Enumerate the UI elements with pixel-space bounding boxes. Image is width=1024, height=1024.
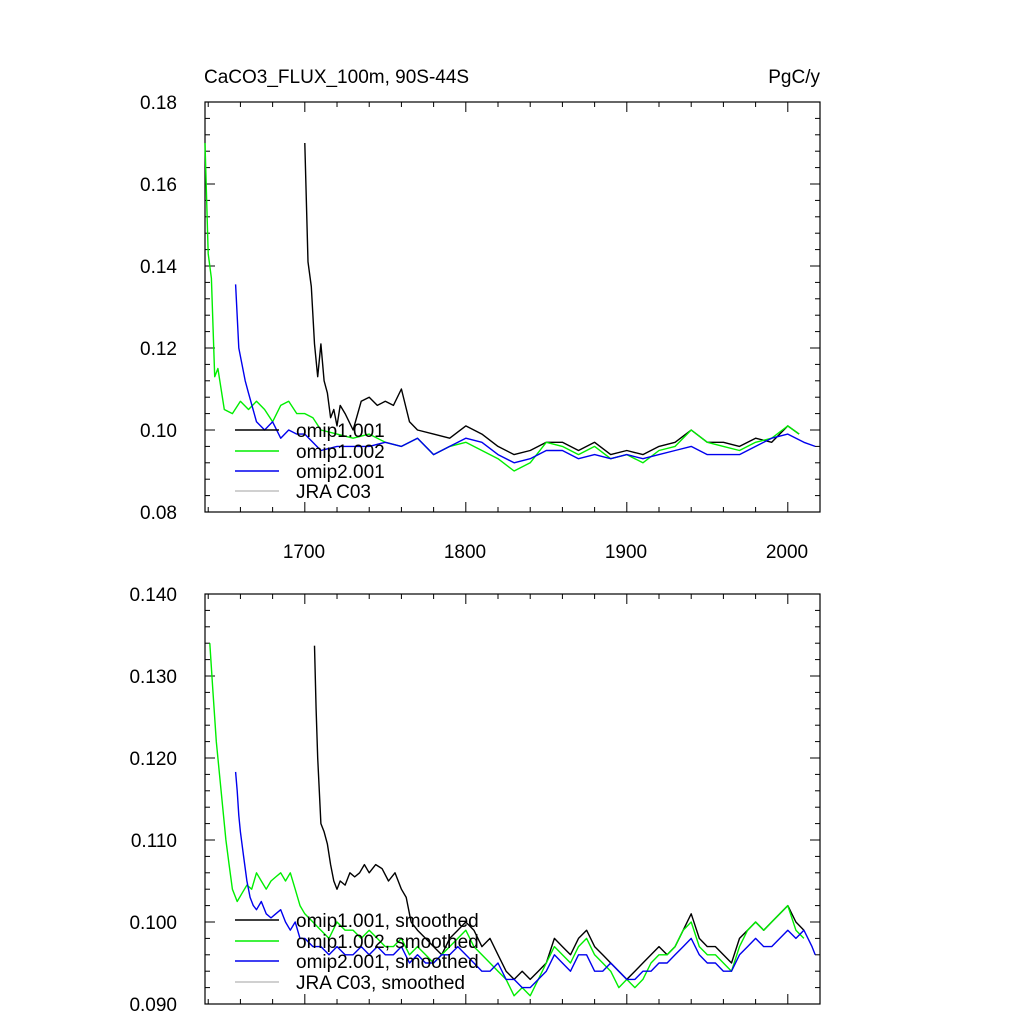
legend-label: JRA C03 [296,482,371,503]
legend-label: omip2.001 [296,462,385,483]
y-tick-label: 0.16 [140,175,177,196]
top-series-group [204,142,816,472]
x-tick-label: 2000 [766,542,808,563]
x-tick-label: 1700 [283,542,325,563]
bottom-tick-marks [205,593,821,1005]
x-tick-label: 1900 [605,542,647,563]
y-tick-label: 0.130 [129,667,177,688]
series-line-omip1-001 [304,142,800,456]
bottom-series-group [209,643,816,997]
series-line-omip1-002-smoothed [209,643,805,997]
chart-title: CaCO3_FLUX_100m, 90S-44S [204,67,469,88]
legend-label: omip1.001, smoothed [296,911,479,932]
y-tick-label: 0.12 [140,339,177,360]
legend-label: omip2.001, smoothed [296,952,479,973]
legend-label: JRA C03, smoothed [296,973,465,994]
series-line-omip2-001-smoothed [234,771,816,989]
top-plot-frame [204,101,821,513]
bottom-legend: omip1.001, smoothed omip1.002, smoothed … [235,911,479,994]
top-tick-marks [205,101,821,513]
series-line-omip1-002 [204,142,800,472]
y-tick-label: 0.090 [129,995,177,1016]
top-legend: omip1.001 omip1.002 omip2.001 JRA C03 [235,421,385,503]
y-tick-label: 0.10 [140,421,177,442]
top-y-axis: 0.08 0.10 0.12 0.14 0.16 0.18 [140,93,177,524]
y-tick-label: 0.140 [129,585,177,606]
legend-label: omip1.002 [296,442,385,463]
series-line-omip2-001 [234,284,816,464]
y-tick-label: 0.08 [140,503,177,524]
chart-units: PgC/y [768,67,820,88]
y-tick-label: 0.110 [131,831,177,852]
y-tick-label: 0.120 [129,749,177,770]
x-tick-label: 1800 [444,542,486,563]
y-tick-label: 0.14 [140,257,177,278]
y-tick-label: 0.18 [140,93,177,114]
bottom-y-axis: 0.090 0.100 0.110 0.120 0.130 0.140 [129,585,177,1016]
legend-label: omip1.001 [296,421,385,442]
legend-label: omip1.002, smoothed [296,932,479,953]
bottom-plot-frame [204,593,821,1005]
top-x-axis: 1700 1800 1900 2000 [283,542,808,563]
y-tick-label: 0.100 [129,913,177,934]
